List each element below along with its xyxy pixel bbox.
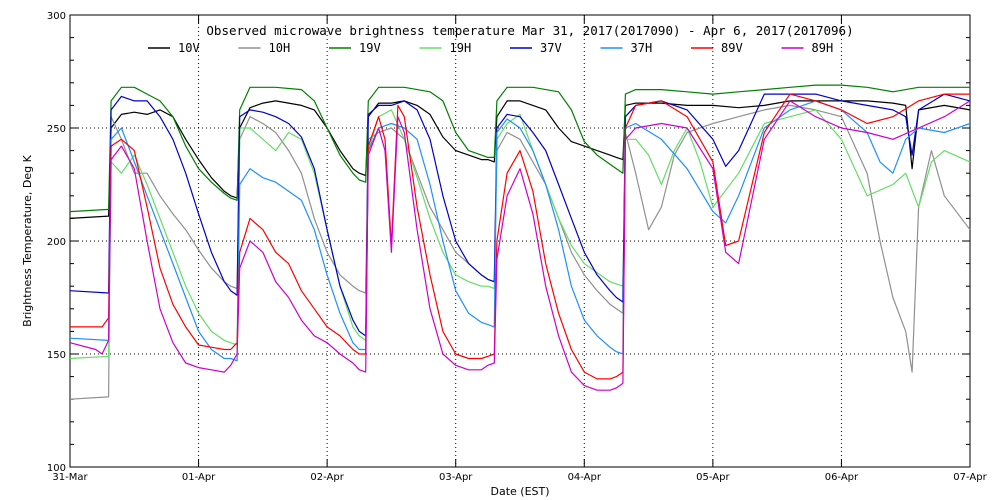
- legend: 10V 10H 19V 19H 37V 37H 89V 89H: [148, 41, 833, 55]
- y-tick-label: 250: [47, 124, 66, 135]
- series-line-37v: [69, 93, 971, 337]
- legend-label-19h: 19H: [450, 41, 472, 55]
- legend-label-10v: 10V: [178, 41, 200, 55]
- x-tick-label: 02-Apr: [310, 472, 344, 483]
- legend-label-89h: 89H: [812, 41, 834, 55]
- series-line-89h: [69, 100, 971, 391]
- x-tick-label: 01-Apr: [182, 472, 216, 483]
- y-tick-label: 150: [47, 350, 66, 361]
- legend-label-10h: 10H: [269, 41, 291, 55]
- x-tick-label: 04-Apr: [568, 472, 602, 483]
- series-line-89v: [70, 93, 970, 380]
- x-tick-label: 06-Apr: [825, 472, 859, 483]
- y-axis-label: Brightness Temperature, Deg K: [21, 154, 34, 326]
- x-tick-label: 03-Apr: [439, 472, 473, 483]
- x-axis: 31-Mar 01-Apr 02-Apr 03-Apr 04-Apr 05-Apr 06-A…: [52, 15, 988, 483]
- series-line-10h: [69, 104, 971, 400]
- x-axis-label: Date (EST): [490, 485, 549, 498]
- chart-title: Observed microwave brightness temperatur…: [206, 23, 853, 38]
- grid: [70, 15, 970, 467]
- series-line-19h: [69, 109, 971, 360]
- series-line-10v: [69, 100, 971, 219]
- series-line-19v: [69, 84, 970, 213]
- y-tick-label: 200: [47, 237, 66, 248]
- legend-label-37v: 37V: [540, 41, 562, 55]
- y-tick-label: 100: [47, 463, 66, 474]
- x-tick-label: 31-Mar: [52, 472, 88, 483]
- legend-label-37h: 37H: [631, 41, 653, 55]
- y-tick-label: 300: [47, 11, 66, 22]
- y-axis: 100 150 200 250 300: [47, 11, 970, 474]
- series-line-37h: [69, 100, 971, 362]
- series-group: [69, 84, 971, 400]
- legend-label-89v: 89V: [721, 41, 743, 55]
- legend-label-19v: 19V: [359, 41, 381, 55]
- x-tick-label: 07-Apr: [953, 472, 987, 483]
- x-tick-label: 05-Apr: [696, 472, 730, 483]
